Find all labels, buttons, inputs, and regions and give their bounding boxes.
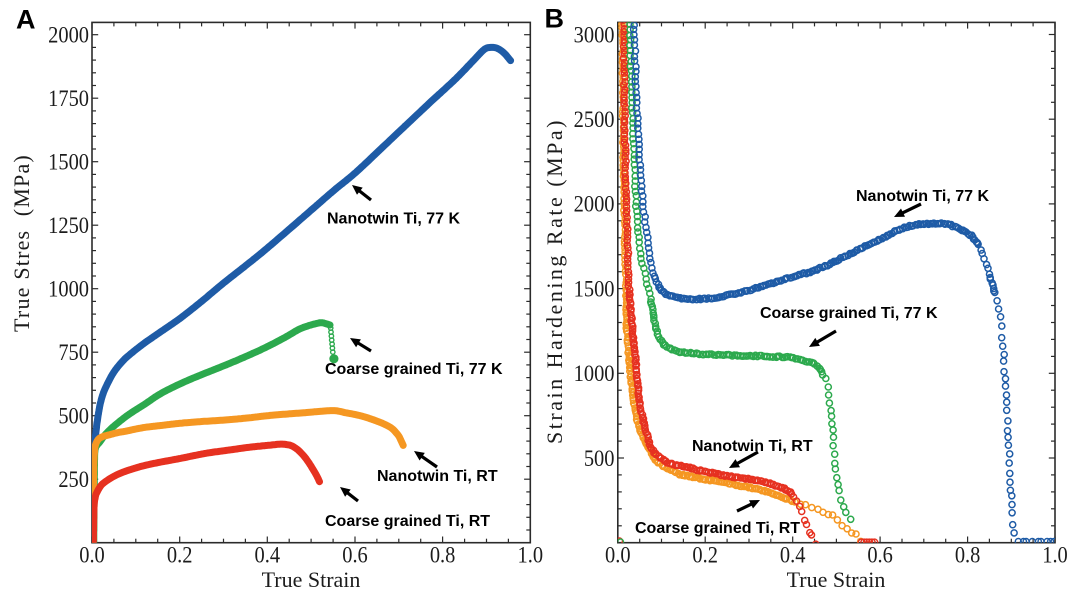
svg-text:Coarse grained Ti, 77 K: Coarse grained Ti, 77 K xyxy=(325,361,503,378)
svg-text:0.6: 0.6 xyxy=(342,541,368,568)
svg-text:500: 500 xyxy=(58,402,89,429)
svg-text:0.0: 0.0 xyxy=(605,541,631,568)
svg-text:1500: 1500 xyxy=(574,275,615,302)
svg-text:Coarse grained Ti, 77 K: Coarse grained Ti, 77 K xyxy=(760,305,938,322)
svg-text:A: A xyxy=(16,5,36,35)
svg-text:250: 250 xyxy=(58,466,89,493)
svg-text:Nanotwin Ti, RT: Nanotwin Ti, RT xyxy=(377,468,498,485)
svg-text:750: 750 xyxy=(58,339,89,366)
svg-text:True Strain: True Strain xyxy=(262,567,361,592)
svg-text:2500: 2500 xyxy=(574,106,615,133)
svg-text:2000: 2000 xyxy=(574,190,615,217)
svg-text:Nanotwin Ti, 77 K: Nanotwin Ti, 77 K xyxy=(327,211,461,228)
svg-text:1250: 1250 xyxy=(48,212,89,239)
svg-text:B: B xyxy=(545,4,565,34)
svg-text:0.8: 0.8 xyxy=(955,541,981,568)
svg-text:0.0: 0.0 xyxy=(79,541,105,568)
svg-text:True Stres (MPa): True Stres (MPa) xyxy=(9,154,34,332)
svg-text:3000: 3000 xyxy=(574,21,615,48)
svg-text:1.0: 1.0 xyxy=(1042,541,1068,568)
svg-text:0.8: 0.8 xyxy=(430,541,456,568)
svg-text:Coarse grained Ti, RT: Coarse grained Ti, RT xyxy=(635,520,800,537)
svg-text:Strain Hardening Rate (MPa): Strain Hardening Rate (MPa) xyxy=(542,118,567,444)
svg-text:1750: 1750 xyxy=(48,85,89,112)
svg-text:0.2: 0.2 xyxy=(167,541,193,568)
svg-text:1000: 1000 xyxy=(574,360,615,387)
svg-text:1500: 1500 xyxy=(48,148,89,175)
svg-text:500: 500 xyxy=(584,444,615,471)
svg-text:0.6: 0.6 xyxy=(867,541,893,568)
svg-text:True Strain: True Strain xyxy=(787,567,886,592)
svg-text:Nanotwin Ti, 77 K: Nanotwin Ti, 77 K xyxy=(856,188,990,205)
svg-text:Coarse grained Ti, RT: Coarse grained Ti, RT xyxy=(325,513,490,530)
svg-text:2000: 2000 xyxy=(48,21,89,48)
svg-text:1000: 1000 xyxy=(48,275,89,302)
svg-text:0.2: 0.2 xyxy=(692,541,718,568)
svg-text:0.4: 0.4 xyxy=(780,541,806,568)
svg-text:Nanotwin Ti, RT: Nanotwin Ti, RT xyxy=(692,438,813,455)
svg-text:0.4: 0.4 xyxy=(255,541,281,568)
svg-text:1.0: 1.0 xyxy=(518,541,544,568)
